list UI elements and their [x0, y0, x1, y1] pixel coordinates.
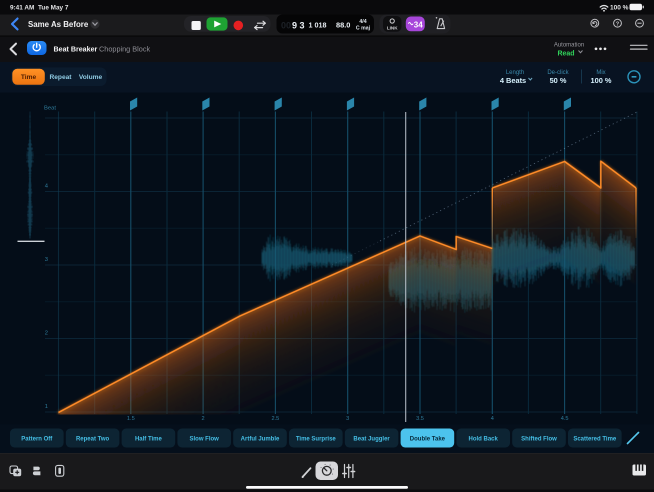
svg-text:Slow Flow: Slow Flow [190, 437, 220, 443]
svg-text:3.5: 3.5 [416, 416, 424, 422]
svg-text:De-click: De-click [547, 70, 569, 76]
svg-text:Same As Before: Same As Before [28, 20, 89, 29]
svg-text:4: 4 [491, 416, 494, 422]
svg-text:Hold Back: Hold Back [469, 437, 499, 443]
svg-text:Read: Read [557, 50, 574, 57]
svg-text:Artful Jumble: Artful Jumble [241, 437, 280, 443]
svg-text:Beat Juggler: Beat Juggler [353, 437, 390, 443]
svg-text:1.5: 1.5 [127, 416, 135, 422]
svg-text:Automation: Automation [554, 43, 584, 49]
svg-text:Half Time: Half Time [135, 437, 163, 443]
svg-text:9:41 AM: 9:41 AM [10, 4, 34, 11]
svg-text:Double Take: Double Take [410, 437, 446, 443]
svg-text:Pattern Off: Pattern Off [21, 437, 53, 443]
svg-text:Beat Breaker: Beat Breaker [54, 45, 98, 53]
svg-text:4 Beats: 4 Beats [500, 76, 526, 85]
svg-text:Beat: Beat [44, 106, 56, 112]
svg-text:1: 1 [45, 404, 48, 410]
svg-text:50 %: 50 % [550, 76, 567, 85]
svg-text:Scattered Time: Scattered Time [573, 437, 617, 443]
svg-text:Length: Length [506, 70, 524, 76]
svg-text:3: 3 [45, 257, 48, 263]
svg-text:Shifted Flow: Shifted Flow [521, 437, 557, 443]
svg-text:Tue May 7: Tue May 7 [38, 4, 69, 11]
svg-text:3: 3 [346, 416, 349, 422]
svg-text:Mix: Mix [596, 70, 605, 76]
svg-text:Time: Time [21, 74, 37, 81]
svg-text:2: 2 [202, 416, 205, 422]
svg-text:2: 2 [45, 331, 48, 337]
svg-text:34: 34 [414, 21, 423, 30]
svg-text:2.5: 2.5 [272, 416, 280, 422]
svg-text:4.5: 4.5 [561, 416, 569, 422]
svg-text:Repeat: Repeat [50, 74, 73, 81]
svg-text:4/4: 4/4 [359, 19, 366, 25]
svg-text:C maj: C maj [356, 26, 371, 32]
svg-text:00: 00 [281, 20, 291, 30]
svg-text:4: 4 [45, 184, 49, 190]
svg-text:100 %: 100 % [610, 5, 629, 12]
svg-text:Time Surprise: Time Surprise [296, 437, 337, 443]
svg-text:1 018: 1 018 [309, 21, 327, 30]
svg-text:Chopping Block: Chopping Block [99, 44, 150, 53]
svg-text:?: ? [616, 22, 620, 28]
svg-text:9 3: 9 3 [292, 20, 305, 30]
svg-text:88.0: 88.0 [336, 21, 350, 30]
svg-text:100 %: 100 % [591, 76, 612, 85]
svg-text:Repeat Two: Repeat Two [76, 437, 110, 443]
svg-text:Volume: Volume [79, 74, 103, 81]
svg-text:LINK: LINK [387, 26, 398, 31]
